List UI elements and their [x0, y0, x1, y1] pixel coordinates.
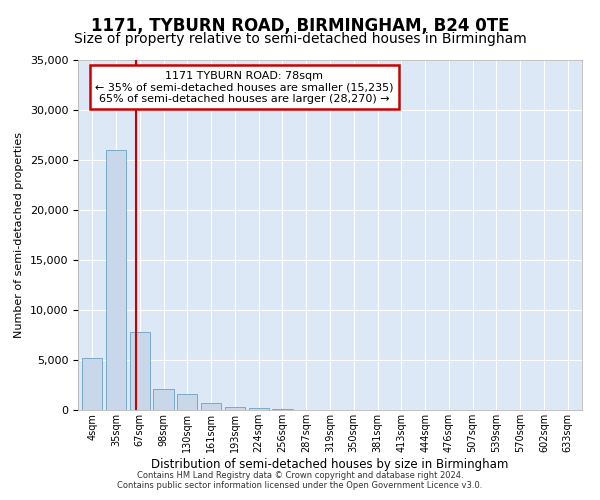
Bar	[248, 408, 269, 410]
Bar	[106, 150, 126, 410]
Text: 1171, TYBURN ROAD, BIRMINGHAM, B24 0TE: 1171, TYBURN ROAD, BIRMINGHAM, B24 0TE	[91, 18, 509, 36]
Bar	[201, 403, 221, 410]
X-axis label: Distribution of semi-detached houses by size in Birmingham: Distribution of semi-detached houses by …	[151, 458, 509, 470]
Text: Contains HM Land Registry data © Crown copyright and database right 2024.
Contai: Contains HM Land Registry data © Crown c…	[118, 470, 482, 490]
Bar	[154, 389, 173, 410]
Bar	[130, 332, 150, 410]
Bar	[272, 409, 293, 410]
Bar	[82, 358, 103, 410]
Bar	[177, 394, 197, 410]
Text: Size of property relative to semi-detached houses in Birmingham: Size of property relative to semi-detach…	[74, 32, 526, 46]
Bar	[225, 406, 245, 410]
Text: 1171 TYBURN ROAD: 78sqm
← 35% of semi-detached houses are smaller (15,235)
65% o: 1171 TYBURN ROAD: 78sqm ← 35% of semi-de…	[95, 70, 394, 104]
Y-axis label: Number of semi-detached properties: Number of semi-detached properties	[14, 132, 24, 338]
